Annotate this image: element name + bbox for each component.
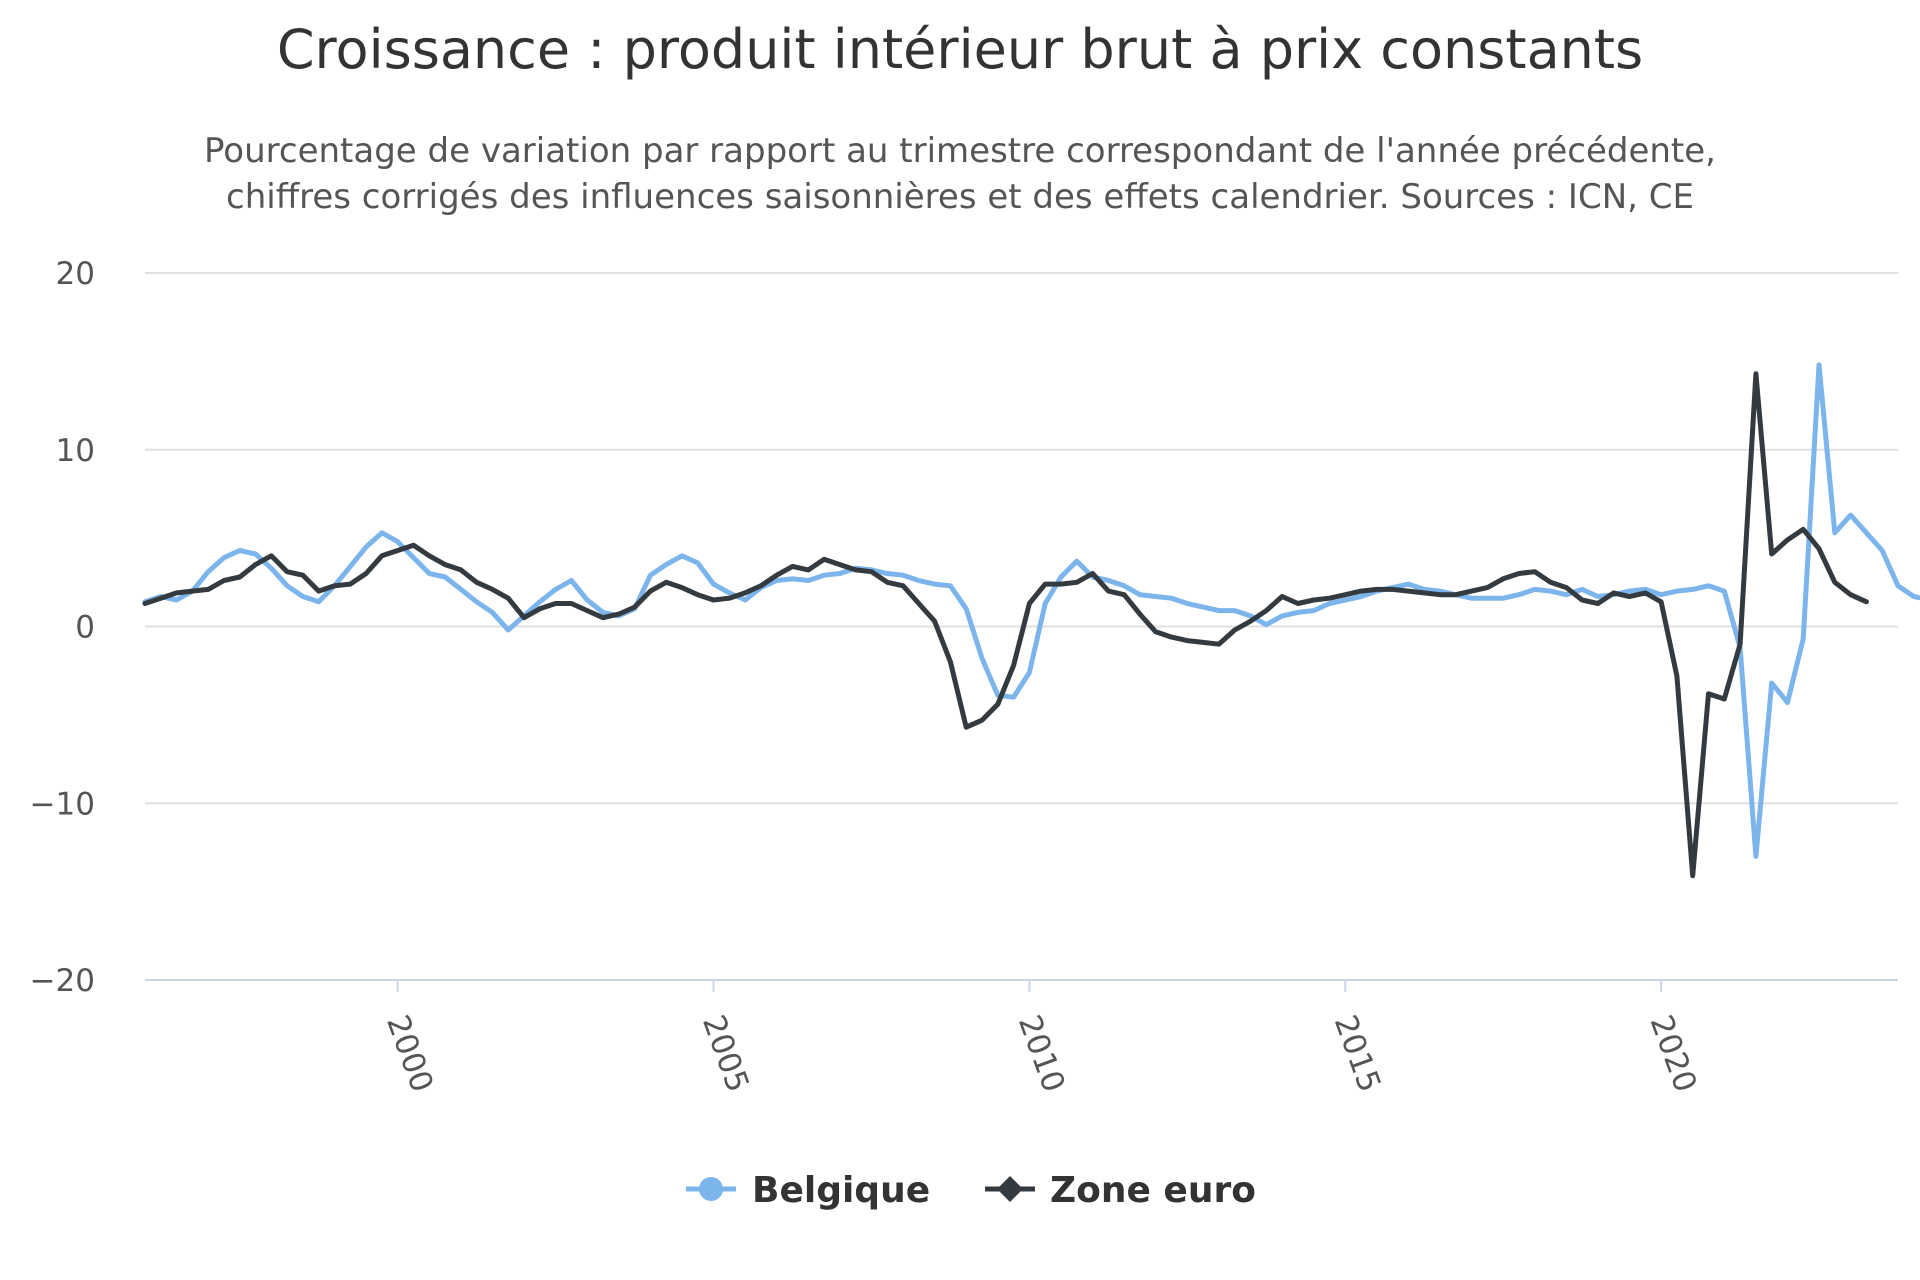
legend-item-zone-euro[interactable]: Zone euro <box>985 1170 1256 1211</box>
legend[interactable]: Belgique Zone euro <box>686 1170 1256 1211</box>
series-line-belgique[interactable] <box>142 362 1920 859</box>
legend-circle-marker <box>699 1177 723 1201</box>
x-tick-label: 2020 <box>1643 1010 1704 1096</box>
series-line-zone-euro[interactable] <box>142 371 1869 879</box>
legend-label-belgique: Belgique <box>752 1170 930 1211</box>
y-tick-label: −20 <box>30 963 95 999</box>
series-layer <box>142 362 1920 879</box>
y-axis: 20 10 0 −10 −20 <box>30 256 95 999</box>
x-axis: 2000 2005 2010 2015 2020 <box>379 980 1703 1097</box>
legend-item-belgique[interactable]: Belgique <box>686 1170 930 1211</box>
x-tick-label: 2000 <box>379 1010 440 1096</box>
legend-label-zone-euro: Zone euro <box>1050 1170 1256 1211</box>
x-tick-label: 2015 <box>1327 1010 1388 1096</box>
x-tick-label: 2005 <box>695 1010 756 1096</box>
chart-title: Croissance : produit intérieur brut à pr… <box>276 18 1644 81</box>
x-tick-label: 2010 <box>1011 1010 1072 1096</box>
chart-subtitle-line-2: chiffres corrigés des influences saisonn… <box>226 177 1694 217</box>
legend-diamond-marker <box>997 1176 1023 1202</box>
y-tick-label: 0 <box>75 610 95 646</box>
chart-subtitle: Pourcentage de variation par rapport au … <box>0 128 1920 220</box>
grid-layer <box>145 272 1898 981</box>
y-tick-label: 20 <box>56 256 95 292</box>
chart-subtitle-line-1: Pourcentage de variation par rapport au … <box>204 131 1716 171</box>
y-tick-label: 10 <box>56 433 95 469</box>
y-tick-label: −10 <box>30 786 95 822</box>
